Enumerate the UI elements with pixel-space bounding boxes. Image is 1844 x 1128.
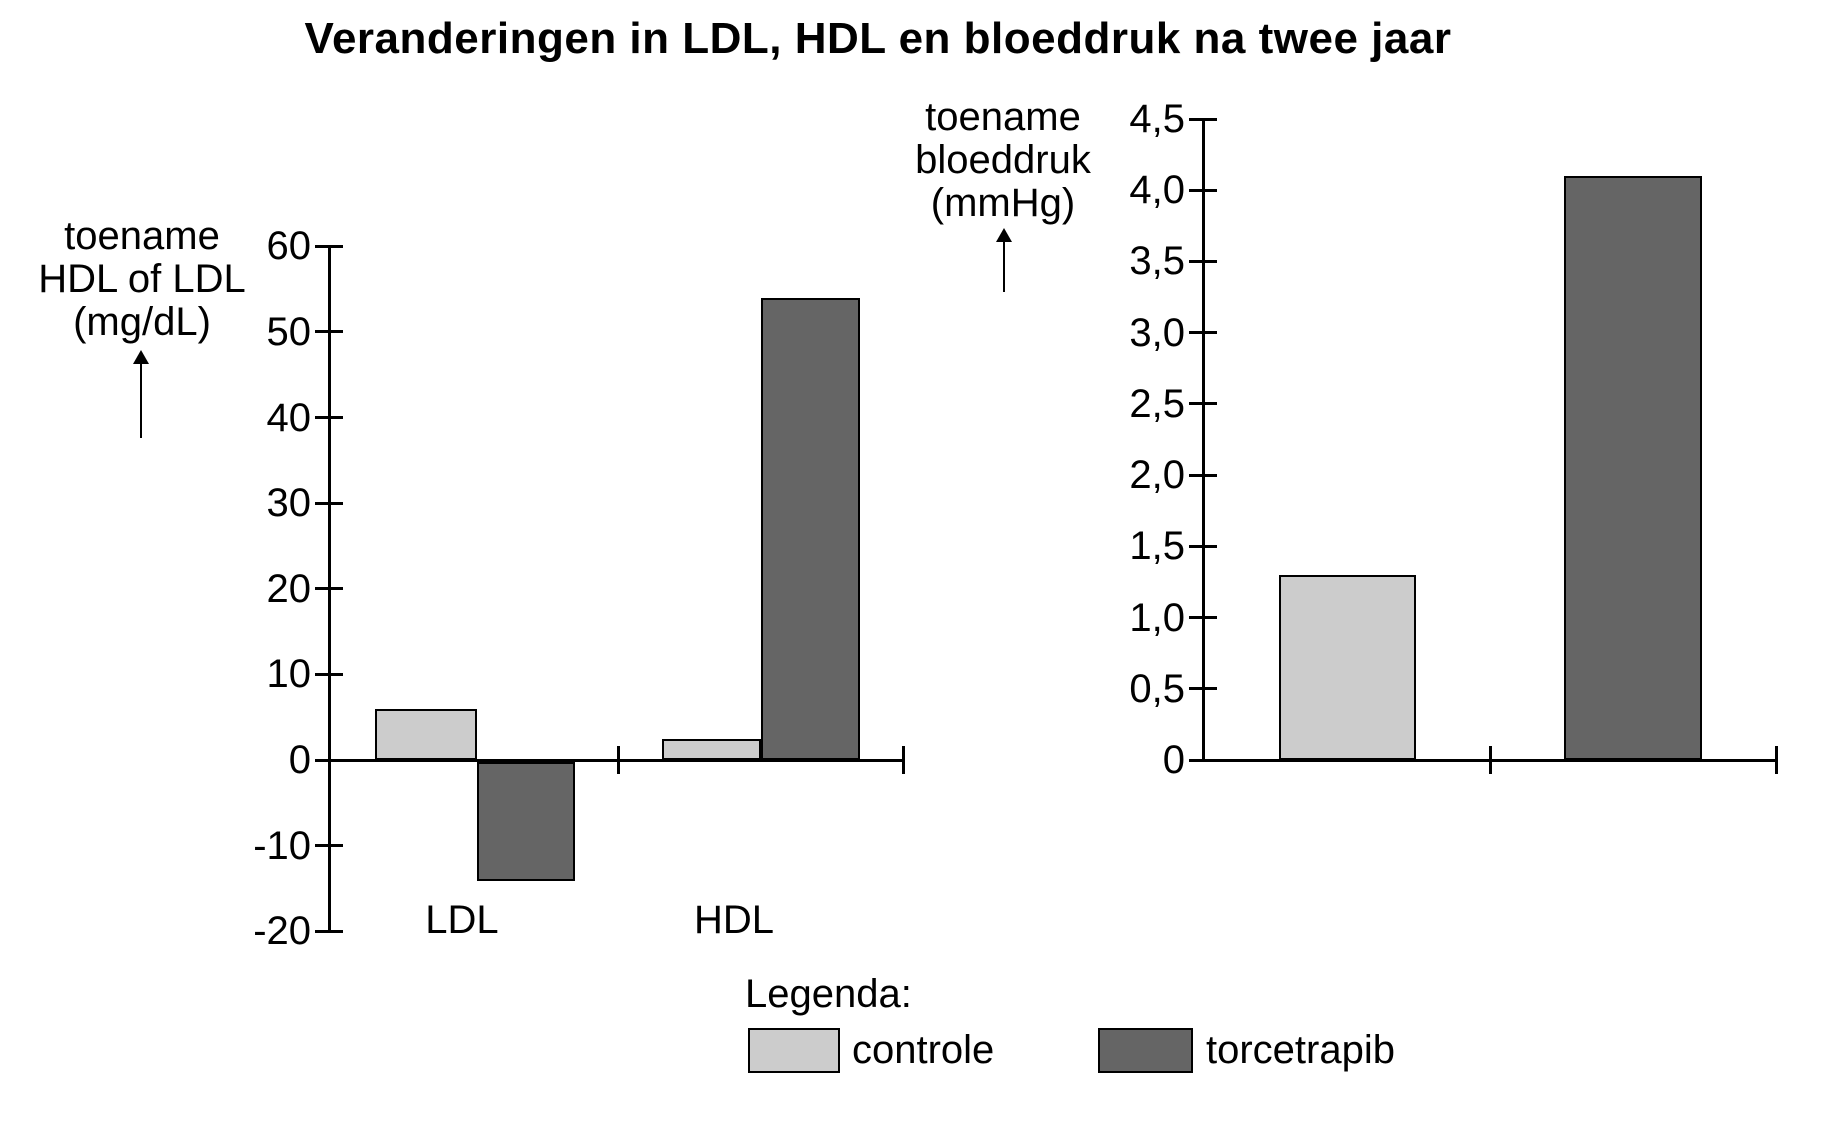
y-tick-label: 60 xyxy=(266,224,312,269)
x-tick xyxy=(1488,746,1492,774)
y-tick-label: 3,0 xyxy=(1129,310,1185,355)
y-tick xyxy=(1189,402,1217,406)
y-tick-label: 2,5 xyxy=(1129,381,1185,426)
legend-item-controle: controle xyxy=(748,1028,1078,1074)
bar-controle-hdl xyxy=(662,738,761,760)
y-tick xyxy=(1189,117,1217,121)
legend-swatch-torcetrapib xyxy=(1098,1028,1193,1073)
arrow-head xyxy=(996,228,1012,242)
y-tick xyxy=(315,244,343,248)
bar-controle xyxy=(1279,574,1416,760)
y-tick xyxy=(1189,687,1217,691)
y-tick xyxy=(1189,259,1217,263)
y-tick xyxy=(315,929,343,933)
y-tick xyxy=(1189,188,1217,192)
right-y-axis-label-line1: toename xyxy=(925,95,1081,139)
legend-label-torcetrapib: torcetrapib xyxy=(1206,1028,1395,1072)
y-tick xyxy=(315,672,343,676)
y-tick xyxy=(315,501,343,505)
y-tick xyxy=(1189,544,1217,548)
y-tick-label: 40 xyxy=(266,395,312,440)
x-tick xyxy=(1774,746,1778,774)
bar-torcetrapib xyxy=(1564,175,1702,760)
y-tick-label: 3,5 xyxy=(1129,239,1185,284)
y-tick-label: 50 xyxy=(266,309,312,354)
y-tick xyxy=(1189,473,1217,477)
y-tick-label: 30 xyxy=(266,481,312,526)
x-category-label: LDL xyxy=(425,898,499,942)
y-tick xyxy=(315,330,343,334)
legend-heading: Legenda: xyxy=(745,972,912,1016)
arrow-head xyxy=(133,350,149,364)
y-tick xyxy=(315,758,343,762)
x-tick xyxy=(901,746,905,774)
y-tick-label: 0 xyxy=(1162,738,1185,782)
right-y-axis-label-line2: bloeddruk xyxy=(915,138,1091,182)
left-y-axis-label: toename HDL of LDL (mg/dL) xyxy=(10,215,274,344)
x-axis xyxy=(327,758,905,762)
right-y-axis-label: toename bloeddruk (mmHg) xyxy=(871,96,1135,225)
x-tick xyxy=(616,746,620,774)
figure-title: Veranderingen in LDL, HDL en bloeddruk n… xyxy=(304,14,1452,63)
right-axis-up-arrow-icon xyxy=(996,228,1012,292)
y-axis xyxy=(1201,119,1205,761)
left-y-axis-label-line2: HDL of LDL xyxy=(38,257,246,301)
bar-controle-ldl xyxy=(375,708,477,760)
y-tick-label: 0 xyxy=(288,738,311,782)
y-tick-label: 1,5 xyxy=(1129,524,1185,569)
legend-swatch-controle xyxy=(748,1028,840,1073)
bar-torcetrapib-hdl xyxy=(761,297,860,760)
y-tick xyxy=(1189,331,1217,335)
y-tick-label: 20 xyxy=(266,566,312,611)
x-category-label: HDL xyxy=(693,898,775,942)
arrow-shaft xyxy=(1003,238,1005,292)
legend-item-torcetrapib: torcetrapib xyxy=(1098,1028,1458,1074)
left-y-axis-label-line3: (mg/dL) xyxy=(73,300,211,344)
bar-torcetrapib-ldl xyxy=(477,761,575,882)
right-y-axis-label-line3: (mmHg) xyxy=(930,181,1076,225)
y-tick-label: 0,5 xyxy=(1129,666,1185,711)
y-tick xyxy=(315,844,343,848)
y-tick xyxy=(315,416,343,419)
y-tick-label: 10 xyxy=(266,652,312,697)
left-axis-up-arrow-icon xyxy=(133,350,149,438)
y-tick-label: 1,0 xyxy=(1129,595,1185,640)
left-y-axis-label-line1: toename xyxy=(64,214,220,258)
arrow-shaft xyxy=(140,360,142,438)
y-tick-label: 4,0 xyxy=(1129,168,1185,213)
y-tick xyxy=(1189,758,1217,762)
y-tick xyxy=(1189,616,1217,620)
y-tick-label: -20 xyxy=(253,909,311,954)
y-tick-label: 2,0 xyxy=(1129,453,1185,498)
y-tick-label: 4,5 xyxy=(1129,97,1185,142)
y-tick xyxy=(315,587,343,591)
legend-label-controle: controle xyxy=(852,1028,995,1072)
y-tick-label: -10 xyxy=(253,823,311,868)
